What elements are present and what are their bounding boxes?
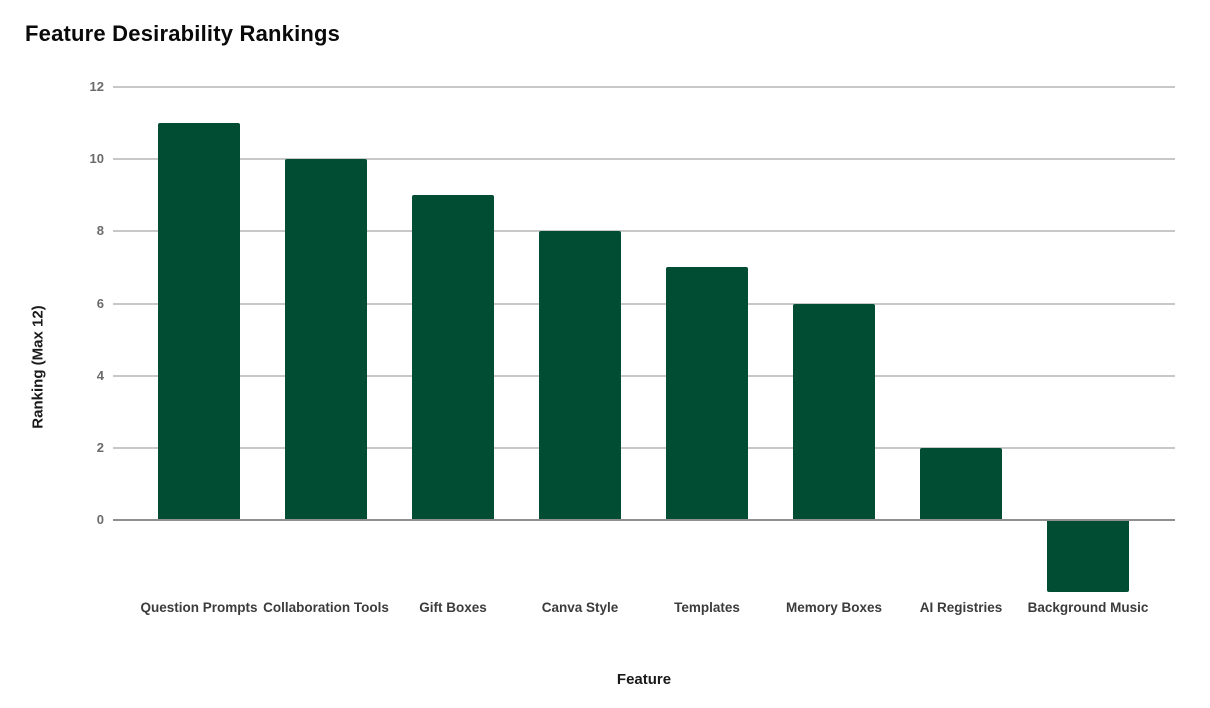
bar	[539, 231, 621, 520]
bar	[158, 123, 240, 520]
gridline	[113, 446, 1175, 449]
y-tick-label: 10	[89, 151, 104, 167]
chart-title: Feature Desirability Rankings	[25, 21, 341, 46]
y-tick-label: 4	[96, 367, 104, 383]
x-axis-line	[113, 519, 1175, 521]
category-label: Canva Style	[541, 600, 619, 615]
y-tick-label: 8	[96, 223, 104, 239]
bar	[920, 447, 1002, 520]
gridline	[113, 302, 1175, 305]
gridline	[113, 230, 1175, 233]
category-label: Question Prompts	[140, 600, 258, 615]
bar	[412, 195, 494, 520]
bar	[793, 303, 875, 520]
bar	[666, 267, 748, 520]
category-label: AI Registries	[919, 600, 1003, 615]
bar	[285, 159, 367, 520]
category-label: Background Music	[1027, 600, 1149, 615]
gridline	[113, 86, 1175, 88]
y-tick-label: 6	[96, 295, 104, 311]
y-tick-label: 2	[96, 439, 104, 455]
category-label: Templates	[674, 600, 740, 615]
bar	[1047, 520, 1129, 593]
gridline	[113, 158, 1175, 161]
category-label: Memory Boxes	[785, 600, 883, 615]
category-label: Collaboration Tools	[263, 600, 389, 615]
category-label: Gift Boxes	[419, 600, 487, 615]
y-tick-label: 12	[89, 79, 104, 94]
y-tick-label: 0	[96, 512, 104, 527]
x-axis-title: Feature	[616, 671, 672, 688]
gridline	[113, 374, 1175, 377]
